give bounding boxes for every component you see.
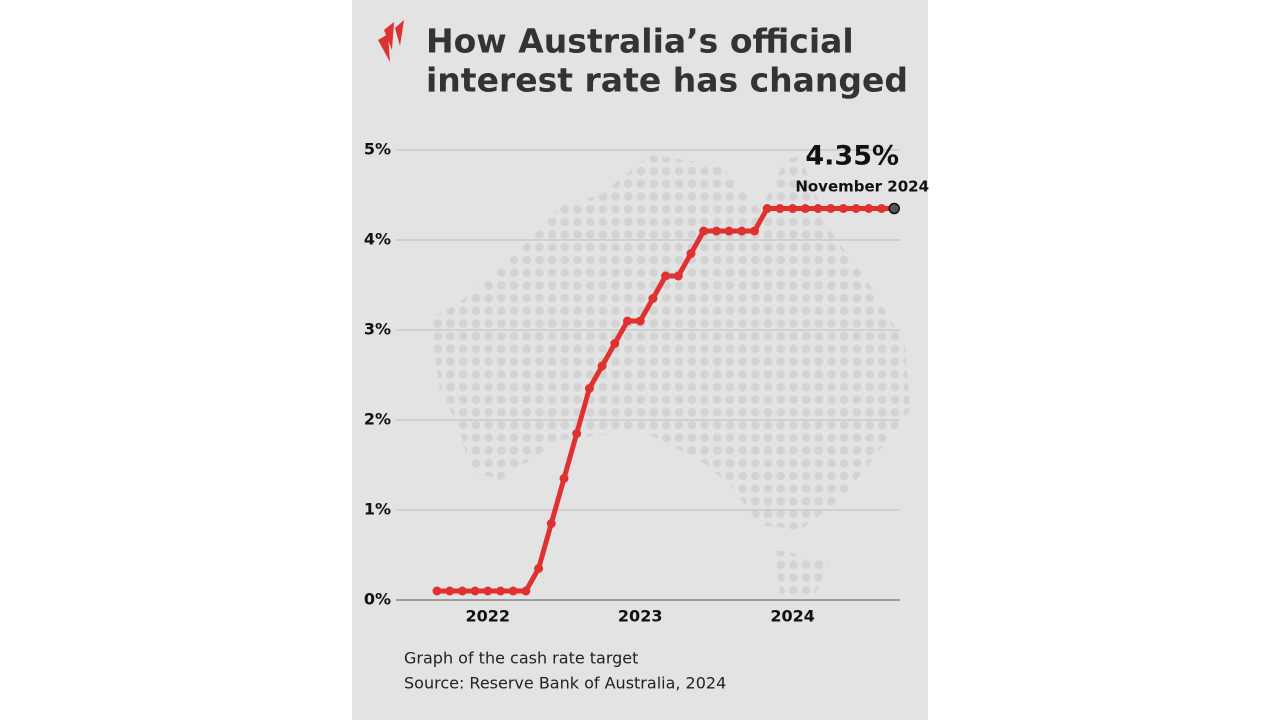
point <box>457 586 467 596</box>
point <box>750 226 759 236</box>
point <box>445 586 455 596</box>
source: Source: Reserve Bank of Australia, 2024 <box>404 674 726 693</box>
x-tick-label: 2024 <box>770 607 815 626</box>
y-tick-label: 5% <box>364 140 391 159</box>
x-tick-label: 2023 <box>618 607 663 626</box>
point <box>851 204 861 213</box>
logo <box>378 20 404 62</box>
point <box>559 474 569 483</box>
y-tick-label: 3% <box>364 320 391 339</box>
point <box>877 204 886 213</box>
point <box>711 226 721 236</box>
point <box>597 361 607 371</box>
point <box>699 226 709 236</box>
point <box>800 204 810 213</box>
point <box>838 204 848 213</box>
point <box>775 204 785 213</box>
point <box>888 202 900 215</box>
point <box>584 384 594 393</box>
map-background <box>430 155 910 595</box>
point <box>534 564 544 573</box>
point <box>521 586 531 596</box>
point <box>762 204 772 213</box>
point <box>724 226 734 236</box>
point <box>432 586 442 596</box>
point <box>813 204 823 213</box>
annotation-date: November 2024 <box>795 178 929 196</box>
point <box>572 429 582 438</box>
point <box>623 316 632 326</box>
point <box>864 204 874 213</box>
point <box>661 271 671 281</box>
point <box>496 586 505 596</box>
y-tick-label: 4% <box>364 230 391 249</box>
x-tick-label: 2022 <box>466 607 511 626</box>
y-tick-label: 0% <box>364 590 391 609</box>
point <box>470 586 480 596</box>
y-tick-label: 2% <box>364 410 391 429</box>
title-line: How Australia’s official <box>426 22 854 61</box>
caption: Graph of the cash rate target <box>404 649 638 668</box>
point <box>826 204 836 213</box>
annotation-value: 4.35% <box>805 141 899 172</box>
point <box>686 249 696 258</box>
point <box>648 294 658 303</box>
y-tick-label: 1% <box>364 500 391 519</box>
point <box>508 586 518 596</box>
point <box>635 316 645 326</box>
point <box>483 586 493 596</box>
point <box>673 271 683 281</box>
point <box>546 519 556 528</box>
title-line: interest rate has changed <box>426 61 908 100</box>
point <box>737 226 747 236</box>
point <box>788 204 798 213</box>
point <box>610 339 620 348</box>
